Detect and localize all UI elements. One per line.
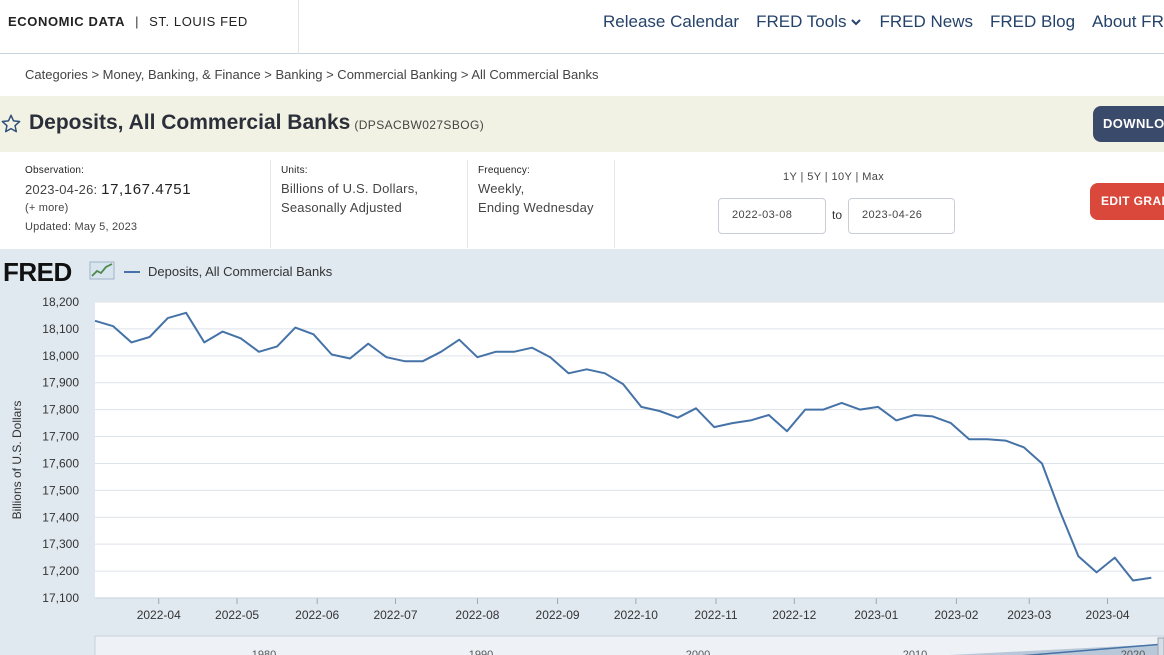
observation-date: 2023-04-26:	[25, 182, 98, 197]
series-id: (DPSACBW027SBOG)	[354, 118, 485, 132]
observation-value: 17,167.4751	[101, 181, 192, 198]
nav-release-calendar[interactable]: Release Calendar	[603, 12, 740, 31]
navigator-line	[1022, 643, 1164, 655]
navigator-label: 2010	[903, 649, 927, 655]
frequency-block: Frequency: Weekly, Ending Wednesday	[478, 152, 613, 249]
range-shortcuts[interactable]: 1Y | 5Y | 10Y | Max	[783, 171, 885, 183]
series-line	[94, 311, 1152, 582]
brand-divider	[298, 0, 299, 54]
line-chart[interactable]: 18,200 18,100 18,000 17,900 17,800 17,700 17,6…	[0, 249, 1164, 655]
x-tick-label: 2022-12	[772, 608, 816, 622]
y-tick-label: 17,800	[42, 403, 79, 417]
fred-graph-icon	[89, 261, 115, 280]
x-tick-label: 2022-06	[295, 608, 339, 622]
observation-row: 2023-04-26: 17,167.4751	[25, 180, 265, 199]
to-label: to	[832, 208, 843, 222]
top-nav-bar: ECONOMIC DATA | ST. LOUIS FED Release Cale…	[0, 0, 1164, 54]
units-line-2: Seasonally Adjusted	[281, 200, 402, 215]
plot-area	[95, 302, 1164, 598]
y-tick-label: 17,300	[42, 537, 79, 551]
navigator-area	[949, 644, 1164, 655]
edit-graph-button[interactable]: EDIT GRAPH	[1090, 183, 1164, 220]
x-tick-label: 2023-01	[854, 608, 898, 622]
legend-swatch	[124, 270, 140, 273]
x-tick-label: 2023-02	[934, 608, 978, 622]
y-tick-label: 17,600	[42, 456, 79, 470]
units-block: Units: Billions of U.S. Dollars, Seasona…	[281, 152, 461, 249]
nav-about-fred[interactable]: About FRED	[1092, 12, 1164, 31]
end-date-input[interactable]: 2023-04-26	[848, 198, 955, 234]
chevron-down-icon	[851, 19, 862, 26]
x-tick-label: 2022-10	[614, 608, 658, 622]
units-line-1: Billions of U.S. Dollars,	[281, 181, 419, 196]
frequency-label: Frequency:	[478, 165, 531, 176]
series-title-band: Deposits, All Commercial Banks (DPSACBW02…	[0, 96, 1164, 152]
star-icon[interactable]	[0, 113, 22, 135]
brand-separator: |	[135, 14, 140, 29]
y-tick-label: 18,000	[42, 349, 79, 363]
brand-economic-data: ECONOMIC DATA	[8, 14, 126, 29]
x-tick-label: 2022-08	[455, 608, 499, 622]
nav-fred-tools[interactable]: FRED Tools	[756, 12, 862, 32]
navigator-label: 1990	[469, 649, 493, 655]
x-tick-label: 2022-07	[373, 608, 417, 622]
legend-label: Deposits, All Commercial Banks	[148, 264, 333, 279]
y-tick-label: 17,900	[42, 376, 79, 390]
navigator-label: 2020	[1121, 649, 1145, 655]
y-axis-title: Billions of U.S. Dollars	[10, 401, 24, 520]
graph-container: FRED Deposits, All Commercial Banks 18,2…	[0, 249, 1164, 655]
series-meta: Observation: 2023-04-26: 17,167.4751 (+ …	[0, 152, 1164, 249]
y-tick-label: 17,200	[42, 564, 79, 578]
navigator-handle	[1157, 637, 1164, 655]
observation-block: Observation: 2023-04-26: 17,167.4751 (+ …	[25, 152, 265, 249]
meta-divider	[270, 160, 271, 248]
x-tick-label: 2022-11	[694, 608, 737, 622]
x-tick-label: 2023-03	[1007, 608, 1051, 622]
nav-fred-tools-label: FRED Tools	[756, 12, 847, 31]
download-button[interactable]: DOWNLOAD	[1093, 106, 1164, 142]
x-tick-label: 2022-05	[215, 608, 259, 622]
y-tick-label: 18,100	[42, 322, 79, 336]
breadcrumb[interactable]: Categories > Money, Banking, & Finance >…	[25, 67, 599, 82]
y-tick-label: 18,200	[42, 295, 79, 309]
navigator-strip	[94, 635, 1164, 655]
nav-fred-blog[interactable]: FRED Blog	[990, 12, 1076, 31]
y-tick-label: 17,500	[42, 483, 79, 497]
meta-divider	[614, 160, 615, 248]
frequency-line-2: Ending Wednesday	[478, 200, 594, 215]
chart-legend: Deposits, All Commercial Banks	[124, 264, 332, 279]
frequency-line-1: Weekly,	[478, 181, 525, 196]
x-tick-label: 2022-04	[137, 608, 181, 622]
fred-logo: FRED	[3, 257, 72, 287]
y-tick-label: 17,400	[42, 510, 79, 524]
more-observations-link[interactable]: (+ more)	[25, 202, 69, 214]
x-tick-label: 2023-04	[1086, 608, 1130, 622]
y-tick-label: 17,100	[42, 591, 79, 605]
page-title: Deposits, All Commercial Banks (DPSACBW02…	[29, 111, 484, 135]
units-label: Units:	[281, 165, 308, 176]
meta-divider	[467, 160, 468, 248]
x-tick-label: 2022-09	[536, 608, 580, 622]
navigator-label: 1980	[252, 649, 276, 655]
updated-date: Updated: May 5, 2023	[25, 221, 138, 233]
nav-fred-news[interactable]: FRED News	[879, 12, 973, 31]
observation-label: Observation:	[25, 165, 85, 176]
series-title-text: Deposits, All Commercial Banks	[29, 111, 351, 134]
brand-logo[interactable]: ECONOMIC DATA | ST. LOUIS FED	[8, 14, 248, 29]
navigator-label: 2000	[686, 649, 710, 655]
y-tick-label: 17,700	[42, 430, 79, 444]
main-nav: Release Calendar FRED Tools FRED News FR…	[603, 12, 1164, 32]
start-date-input[interactable]: 2022-03-08	[718, 198, 826, 234]
brand-st-louis-fed: ST. LOUIS FED	[149, 14, 248, 29]
